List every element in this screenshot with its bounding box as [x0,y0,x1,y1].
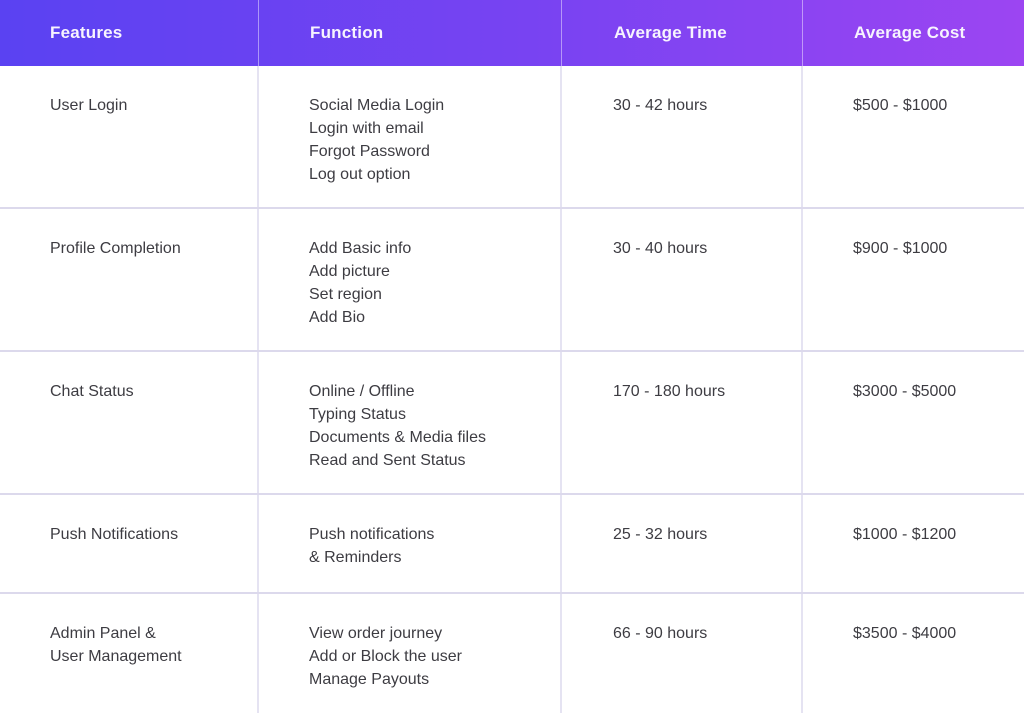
header-cell-average-time: Average Time [562,0,803,66]
header-cell-average-cost: Average Cost [803,0,1024,66]
table-row: User Login Social Media Login Login with… [0,66,1024,209]
average-cost-cell: $1000 - $1200 [803,495,1024,592]
function-line: Add or Block the user [309,648,462,665]
average-time-cell: 170 - 180 hours [562,352,803,493]
table-row: Profile Completion Add Basic info Add pi… [0,209,1024,352]
function-line: Add Bio [309,309,366,326]
function-line: Log out option [309,166,411,183]
function-line: Typing Status [309,406,406,423]
average-cost-value: $900 - $1000 [853,240,948,257]
feature-cell: User Login [0,66,259,207]
function-cell: Online / Offline Typing Status Documents… [259,352,562,493]
average-cost-value: $500 - $1000 [853,97,948,114]
function-line: Online / Offline [309,383,415,400]
average-cost-value: $1000 - $1200 [853,526,957,543]
average-cost-cell: $3000 - $5000 [803,352,1024,493]
feature-cell: Admin Panel & User Management [0,594,259,713]
feature-label: Profile Completion [50,240,181,257]
function-line: Add picture [309,263,390,280]
table-row: Admin Panel & User Management View order… [0,594,1024,713]
function-cell: View order journey Add or Block the user… [259,594,562,713]
average-cost-cell: $3500 - $4000 [803,594,1024,713]
function-line: Add Basic info [309,240,412,257]
average-cost-cell: $900 - $1000 [803,209,1024,350]
header-label-average-cost: Average Cost [854,23,966,42]
function-line: Social Media Login [309,97,445,114]
table-row: Chat Status Online / Offline Typing Stat… [0,352,1024,495]
feature-label: Push Notifications [50,526,179,543]
function-cell: Push notifications & Reminders [259,495,562,592]
header-cell-features: Features [0,0,259,66]
function-line: Forgot Password [309,143,430,160]
feature-cell: Push Notifications [0,495,259,592]
feature-cell: Chat Status [0,352,259,493]
average-time-value: 30 - 40 hours [613,240,708,257]
average-cost-cell: $500 - $1000 [803,66,1024,207]
table-row: Push Notifications Push notifications & … [0,495,1024,594]
header-label-features: Features [50,23,123,42]
average-cost-value: $3500 - $4000 [853,625,957,642]
average-time-value: 170 - 180 hours [613,383,726,400]
function-line: Documents & Media files [309,429,486,446]
feature-cell: Profile Completion [0,209,259,350]
function-line: Push notifications [309,526,435,543]
average-cost-value: $3000 - $5000 [853,383,957,400]
header-label-function: Function [310,23,384,42]
average-time-value: 25 - 32 hours [613,526,708,543]
average-time-cell: 30 - 40 hours [562,209,803,350]
average-time-value: 66 - 90 hours [613,625,708,642]
function-line: Read and Sent Status [309,452,466,469]
average-time-cell: 25 - 32 hours [562,495,803,592]
function-line: Set region [309,286,382,303]
function-line: & Reminders [309,549,402,566]
feature-label: User Management [50,648,182,665]
average-time-cell: 66 - 90 hours [562,594,803,713]
function-line: Login with email [309,120,424,137]
table-header-row: Features Function Average Time Average C… [0,0,1024,66]
header-label-average-time: Average Time [614,23,727,42]
feature-label: User Login [50,97,128,114]
function-line: Manage Payouts [309,671,430,688]
function-line: View order journey [309,625,443,642]
average-time-cell: 30 - 42 hours [562,66,803,207]
feature-label: Admin Panel & [50,625,156,642]
average-time-value: 30 - 42 hours [613,97,708,114]
function-cell: Add Basic info Add picture Set region Ad… [259,209,562,350]
feature-label: Chat Status [50,383,134,400]
header-cell-function: Function [259,0,562,66]
function-cell: Social Media Login Login with email Forg… [259,66,562,207]
